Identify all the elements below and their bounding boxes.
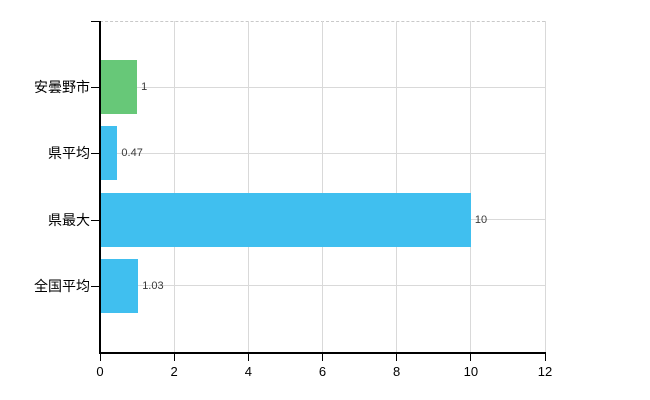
vertical-gridline	[544, 21, 546, 352]
horizontal-gridline	[100, 285, 545, 287]
x-axis-tick-label: 4	[244, 364, 252, 379]
x-axis-tick-label: 0	[96, 364, 104, 379]
y-axis-category-label: 県最大	[48, 211, 90, 228]
horizontal-gridline	[100, 86, 545, 88]
plot-area: 1 0.47 10 1.03	[100, 21, 546, 352]
y-axis-tick	[91, 285, 99, 287]
x-axis-tick-label: 8	[393, 364, 401, 379]
x-axis-line	[99, 352, 546, 354]
y-axis-category-label: 安曇野市	[34, 79, 90, 96]
bar-安曇野市	[100, 60, 138, 115]
x-axis-tick-label: 2	[170, 364, 178, 379]
bar-全国平均	[100, 258, 139, 313]
vertical-gridline	[396, 21, 398, 352]
x-axis-tick	[396, 354, 398, 361]
y-axis-category-label: 県平均	[48, 145, 90, 162]
vertical-gridline	[322, 21, 323, 352]
y-axis-category-label: 全国平均	[34, 277, 90, 294]
x-axis-tick-label: 12	[537, 364, 553, 379]
bar-県平均	[100, 126, 118, 181]
vertical-gridline	[173, 21, 175, 352]
bar-value-label: 1.03	[142, 279, 164, 292]
x-axis-tick	[173, 354, 175, 361]
x-axis-tick	[99, 354, 101, 361]
bar-value-label: 10	[474, 213, 488, 226]
bar-県最大	[100, 192, 471, 247]
y-axis-tick	[91, 87, 99, 89]
x-axis-tick	[322, 354, 323, 361]
vertical-gridline	[247, 21, 249, 352]
x-axis-tick-label: 6	[318, 364, 327, 379]
bar-value-label: 1	[141, 81, 148, 94]
x-axis-tick-label: 10	[463, 364, 479, 379]
y-axis-line	[99, 21, 101, 354]
x-axis-tick	[544, 354, 546, 361]
y-axis-tick	[91, 219, 99, 221]
bar-value-label: 0.47	[121, 147, 143, 160]
horizontal-gridline	[100, 152, 545, 154]
x-axis-tick	[470, 354, 472, 361]
x-axis-tick	[247, 354, 249, 361]
vertical-gridline	[470, 21, 472, 352]
y-axis-tick	[91, 21, 99, 22]
y-axis-tick	[91, 153, 99, 155]
